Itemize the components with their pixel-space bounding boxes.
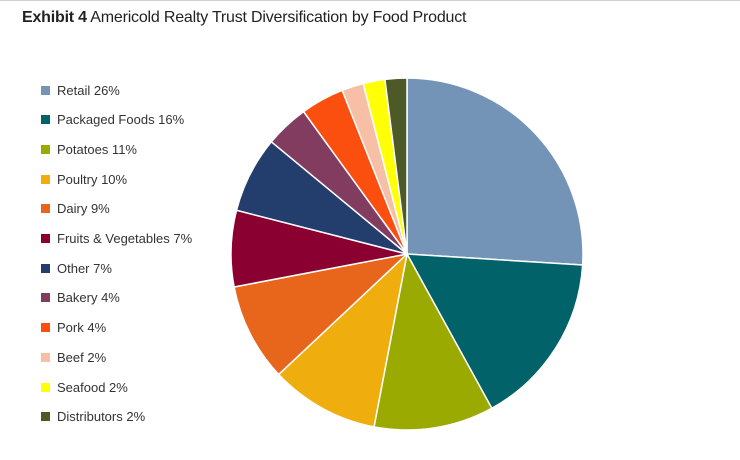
legend-swatch-potatoes — [41, 144, 50, 154]
legend-item-retail: Retail 26% — [41, 80, 120, 100]
legend-swatch-dairy — [41, 204, 50, 214]
pie-slice-packaged-foods — [406, 253, 584, 409]
legend-item-pork: Pork 4% — [41, 318, 106, 338]
legend-item-distributors: Distributors 2% — [41, 407, 145, 427]
chart-title: Exhibit 4 Americold Realty Trust Diversi… — [22, 9, 466, 27]
pie-slice-distributors — [384, 77, 408, 255]
legend-swatch-packaged-foods — [41, 115, 50, 125]
legend-label-pork: Pork 4% — [57, 320, 107, 336]
legend-item-other: Other 7% — [41, 258, 112, 278]
legend-label-distributors: Distributors 2% — [57, 409, 146, 425]
legend-swatch-retail — [41, 85, 50, 95]
pie-slice-poultry — [277, 253, 408, 428]
legend-label-seafood: Seafood 2% — [57, 379, 128, 395]
legend-swatch-other — [41, 263, 50, 273]
legend-swatch-bakery — [41, 293, 50, 303]
pie-slice-dairy — [233, 253, 408, 376]
legend-swatch-pork — [41, 323, 50, 333]
legend-label-beef: Beef 2% — [57, 349, 107, 365]
legend-label-dairy: Dairy 9% — [57, 201, 110, 217]
legend-label-packaged-foods: Packaged Foods 16% — [57, 112, 185, 128]
legend-label-poultry: Poultry 10% — [57, 171, 128, 187]
legend-swatch-seafood — [41, 382, 50, 392]
chart-title-text: Americold Realty Trust Diversification b… — [90, 9, 467, 26]
legend-swatch-fruits-vegetables — [41, 234, 50, 243]
legend-item-dairy: Dairy 9% — [41, 199, 110, 219]
legend-swatch-distributors — [41, 412, 50, 422]
legend-label-other: Other 7% — [57, 260, 112, 276]
legend-label-fruits-vegetables: Fruits & Vegetables 7% — [57, 231, 193, 246]
legend-item-packaged-foods: Packaged Foods 16% — [41, 110, 184, 130]
legend-item-potatoes: Potatoes 11% — [41, 139, 137, 159]
legend-label-potatoes: Potatoes 11% — [57, 141, 137, 157]
top-rule — [0, 0, 740, 1]
legend-item-bakery: Bakery 4% — [41, 288, 120, 308]
legend-item-seafood: Seafood 2% — [41, 377, 128, 397]
pie-slice-potatoes — [373, 253, 493, 431]
legend-item-poultry: Poultry 10% — [41, 169, 127, 189]
legend-swatch-beef — [41, 352, 50, 362]
pie-slice-retail — [406, 77, 584, 266]
exhibit-label: Exhibit 4 — [22, 9, 87, 26]
legend-label-bakery: Bakery 4% — [57, 290, 120, 306]
legend-item-fruits-vegetables: Fruits & Vegetables 7% — [41, 229, 192, 249]
legend-item-beef: Beef 2% — [41, 347, 106, 367]
legend-label-retail: Retail 26% — [57, 82, 120, 98]
legend-swatch-poultry — [41, 174, 50, 184]
